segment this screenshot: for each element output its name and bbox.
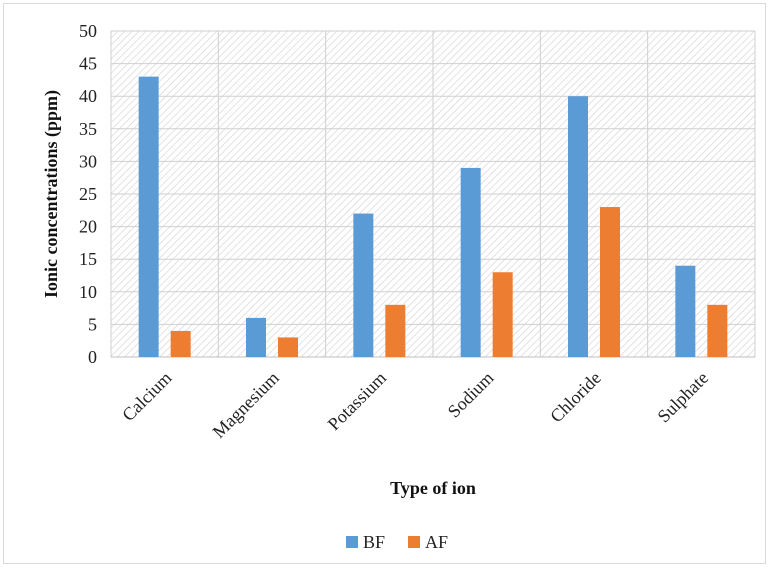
legend-label-af: AF	[425, 532, 448, 552]
y-tick-label: 40	[79, 86, 97, 106]
legend-swatch-bf	[346, 536, 358, 548]
bar-bf-sodium	[460, 167, 481, 357]
x-axis-title: Type of ion	[390, 478, 476, 498]
y-tick-label: 45	[79, 54, 97, 74]
bar-bf-chloride	[568, 96, 588, 357]
y-tick-label: 25	[79, 184, 97, 204]
x-tick-label: Chloride	[546, 368, 605, 427]
legend-label-bf: BF	[363, 532, 385, 552]
x-tick-label: Magnesium	[209, 368, 283, 442]
bar-af-sodium	[492, 272, 513, 357]
y-tick-label: 0	[88, 347, 97, 367]
y-tick-label: 10	[79, 282, 97, 302]
y-tick-label: 15	[79, 249, 97, 269]
bar-af-chloride	[600, 207, 620, 357]
bar-af-calcium	[170, 330, 191, 357]
y-tick-label: 35	[79, 119, 97, 139]
grid-layer	[110, 30, 756, 358]
y-tick-label: 50	[79, 21, 97, 41]
x-tick-label: Calcium	[118, 368, 175, 425]
bar-bf-magnesium	[246, 317, 266, 357]
y-tick-label: 5	[88, 314, 97, 334]
legend: BF AF	[346, 532, 448, 552]
bar-af-potassium	[385, 304, 406, 357]
legend-swatch-af	[408, 536, 420, 548]
bar-bf-calcium	[138, 76, 159, 357]
bar-af-sulphate	[707, 304, 728, 357]
y-tick-label: 30	[79, 151, 97, 171]
x-tick-label: Potassium	[324, 368, 390, 434]
bar-bf-potassium	[353, 213, 374, 357]
y-tick-label: 20	[79, 217, 97, 237]
x-tick-label: Sulphate	[653, 368, 712, 427]
bars-layer	[138, 76, 728, 357]
bar-af-magnesium	[278, 337, 298, 357]
bar-bf-sulphate	[675, 265, 696, 357]
y-axis-title: Ionic concentrations (ppm)	[41, 90, 62, 298]
x-tick-label: Sodium	[444, 368, 498, 422]
